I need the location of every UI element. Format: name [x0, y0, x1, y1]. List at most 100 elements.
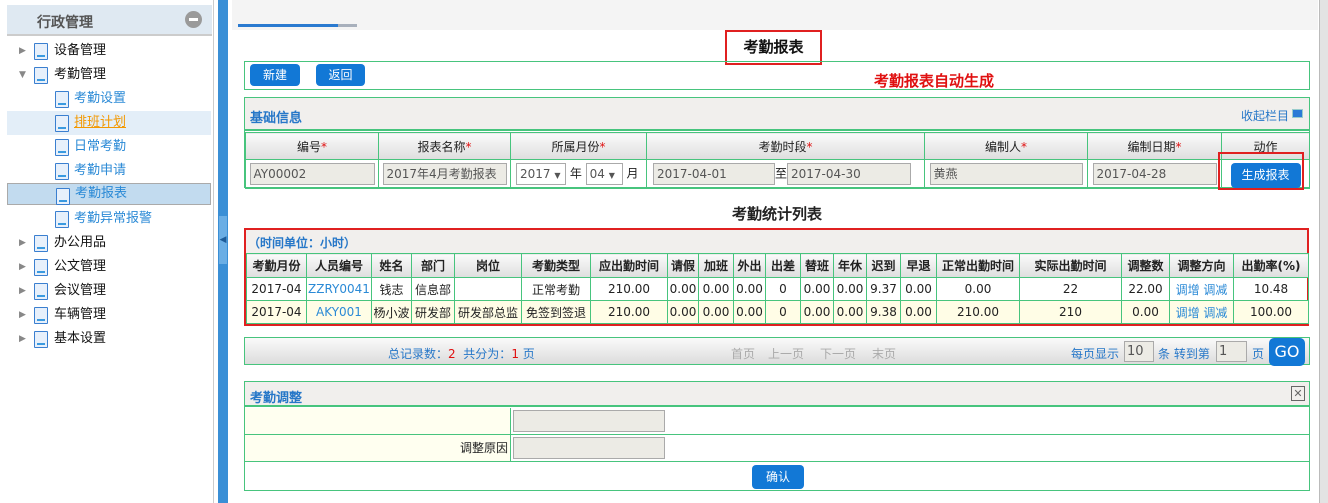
table-row: 2017-04 AKY001 杨小波 研发部 研发部总监 免签到签退 210.00 0.00 0… [246, 300, 1309, 324]
per-page-label: 每页显示 [1071, 347, 1120, 361]
prev-page-link[interactable]: 上一页 [768, 347, 805, 361]
collapse-arrow-icon[interactable]: ◀ [219, 216, 227, 264]
table-row: 2017-04 ZZRY0041 钱志 信息部 正常考勤 210.00 0.00 0.00 0.… [246, 277, 1309, 301]
column-header[interactable]: 早退 [900, 253, 937, 278]
sidebar-item-label: 考勤管理 [54, 67, 107, 82]
top-tab-bar [232, 0, 1318, 30]
new-button[interactable]: 新建 [250, 64, 300, 86]
caret-right-icon[interactable]: ▶ [19, 310, 26, 320]
go-button[interactable]: GO [1269, 338, 1305, 366]
table-cell [454, 277, 522, 301]
table-cell: 210.00 [936, 300, 1020, 324]
column-header[interactable]: 出勤率(%) [1233, 253, 1309, 278]
column-header[interactable]: 年休 [833, 253, 867, 278]
column-header[interactable]: 实际出勤时间 [1019, 253, 1122, 278]
reason-field[interactable] [513, 437, 665, 459]
back-button[interactable]: 返回 [316, 64, 365, 86]
generate-report-button[interactable]: 生成报表 [1230, 162, 1301, 188]
collapse-link[interactable]: 收起栏目 [1240, 109, 1289, 123]
pager: 总记录数：2 共分为：1 页 首页 上一页 下一页 末页 每页显示 10 条 转… [244, 337, 1310, 366]
goto-page-input[interactable]: 1 [1216, 341, 1247, 362]
column-header[interactable]: 调整方向 [1169, 253, 1234, 278]
column-header[interactable]: 应出勤时间 [590, 253, 668, 278]
table-cell: 免签到签退 [521, 300, 591, 324]
increase-link[interactable]: 调增 [1175, 282, 1200, 297]
caret-right-icon[interactable]: ▶ [19, 238, 26, 248]
start-date-field[interactable]: 2017-04-01 [653, 163, 775, 185]
sidebar-item[interactable]: 日常考勤 [7, 135, 211, 159]
sidebar-item[interactable]: 考勤申请 [7, 159, 211, 183]
collapse-panel-icon[interactable] [1292, 109, 1303, 118]
end-date-field[interactable]: 2017-04-30 [787, 163, 912, 185]
sidebar-item[interactable]: ▼ 考勤管理 [7, 63, 211, 87]
column-header[interactable]: 出差 [765, 253, 801, 278]
per-page-input[interactable]: 10 [1124, 341, 1154, 362]
code-field[interactable]: AY00002 [249, 163, 375, 185]
report-name-field[interactable]: 2017年4月考勤报表 [382, 163, 507, 185]
caret-right-icon[interactable]: ▶ [19, 262, 26, 272]
close-icon[interactable]: ✕ [1291, 386, 1305, 401]
table-cell: 210.00 [590, 277, 668, 301]
year-select[interactable]: 2017 ▼ [516, 163, 566, 185]
maker-field[interactable]: 黄燕 [929, 163, 1083, 185]
column-header[interactable]: 正常出勤时间 [936, 253, 1020, 278]
column-header[interactable]: 调整数 [1121, 253, 1170, 278]
column-header[interactable]: 外出 [733, 253, 766, 278]
sidebar-header: 行政管理 [7, 5, 212, 36]
first-page-link[interactable]: 首页 [731, 347, 756, 361]
sidebar-item[interactable]: ▶ 基本设置 [7, 327, 211, 351]
decrease-link[interactable]: 调减 [1203, 305, 1228, 320]
tab-indicator[interactable] [338, 24, 357, 27]
sidebar-splitter[interactable]: ◀ [218, 0, 228, 503]
caret-down-icon[interactable]: ▼ [19, 70, 26, 80]
confirm-button[interactable]: 确认 [752, 465, 804, 489]
caret-right-icon[interactable]: ▶ [19, 46, 26, 56]
sidebar-item[interactable]: 考勤报表 [7, 183, 211, 205]
column-header[interactable]: 请假 [667, 253, 699, 278]
adjust-value-field[interactable] [513, 410, 665, 432]
column-header[interactable]: 人员编号 [306, 253, 372, 278]
column-header[interactable]: 岗位 [454, 253, 522, 278]
increase-link[interactable]: 调增 [1175, 305, 1200, 320]
sidebar-item[interactable]: 排班计划 [7, 111, 211, 135]
column-header[interactable]: 姓名 [371, 253, 412, 278]
column-header[interactable]: 迟到 [866, 253, 901, 278]
to-label: 至 [775, 166, 788, 181]
sidebar-item[interactable]: ▶ 车辆管理 [7, 303, 211, 327]
column-header: 编制人* [924, 132, 1088, 160]
sidebar-item[interactable]: ▶ 会议管理 [7, 279, 211, 303]
employee-id-link[interactable]: ZZRY0041 [306, 277, 372, 301]
sidebar-item[interactable]: ▶ 办公用品 [7, 231, 211, 255]
collapse-icon[interactable] [185, 11, 202, 28]
column-header[interactable]: 加班 [698, 253, 734, 278]
auto-generate-note: 考勤报表自动生成 [874, 72, 995, 90]
month-select[interactable]: 04 ▼ [585, 163, 623, 185]
column-header[interactable]: 考勤类型 [521, 253, 591, 278]
table-cell: 0.00 [1121, 300, 1170, 324]
column-header[interactable]: 部门 [411, 253, 455, 278]
document-icon [34, 307, 48, 324]
table-cell: 2017-04 [246, 277, 307, 301]
table-cell: 0 [765, 277, 801, 301]
sidebar-item[interactable]: ▶ 公文管理 [7, 255, 211, 279]
dropdown-arrow-icon: ▼ [608, 171, 615, 180]
employee-id-link[interactable]: AKY001 [306, 300, 372, 324]
decrease-link[interactable]: 调减 [1203, 282, 1228, 297]
active-tab-indicator[interactable] [238, 24, 338, 27]
date-field[interactable]: 2017-04-28 [1092, 163, 1217, 185]
table-cell: 100.00 [1233, 300, 1309, 324]
column-header[interactable]: 考勤月份 [246, 253, 307, 278]
sidebar-item[interactable]: 考勤异常报警 [7, 207, 211, 231]
sidebar-item-label: 办公用品 [54, 235, 107, 250]
table-cell: 2017-04 [246, 300, 307, 324]
table-cell: 0.00 [698, 277, 734, 301]
caret-right-icon[interactable]: ▶ [19, 286, 26, 296]
sidebar-item-label: 会议管理 [54, 283, 107, 298]
column-header[interactable]: 替班 [800, 253, 834, 278]
highlight-box [1218, 152, 1304, 190]
caret-right-icon[interactable]: ▶ [19, 334, 26, 344]
sidebar-item[interactable]: ▶ 设备管理 [7, 39, 211, 63]
last-page-link[interactable]: 末页 [872, 347, 897, 361]
next-page-link[interactable]: 下一页 [820, 347, 857, 361]
sidebar-item[interactable]: 考勤设置 [7, 87, 211, 111]
